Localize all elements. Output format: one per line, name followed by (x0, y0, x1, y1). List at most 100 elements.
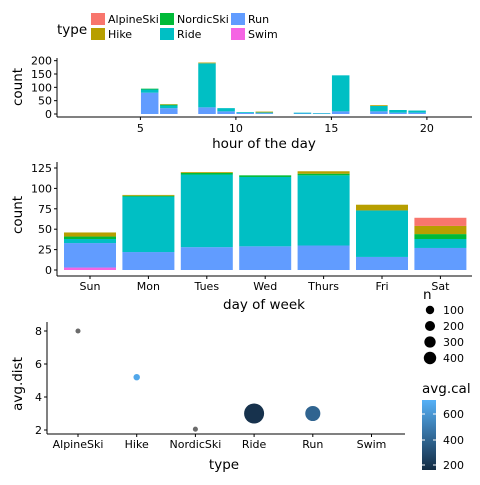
weekday-bar-thurs-ride (297, 175, 350, 246)
hour-x-tick-label: 20 (420, 122, 434, 135)
hour-y-tick-label: 150 (31, 68, 52, 81)
weekday-x-tick-label-sat: Sat (431, 280, 450, 293)
weekday-x-tick-label-thurs: Thurs (307, 280, 339, 293)
hour-bar-10.5-ride (236, 112, 254, 113)
weekday-bar-wed-nordicski (239, 175, 292, 177)
hour-bar-6.5-run (160, 108, 178, 114)
hour-bar-18.5-run (389, 112, 407, 114)
weekday-x-tick-label-mon: Mon (137, 280, 160, 293)
n-legend-circle-100 (425, 305, 435, 315)
weekday-y-tick-label: 25 (38, 244, 52, 257)
hour-bar-9.5-run (217, 111, 235, 114)
hour-bar-9.5-ride (217, 108, 235, 112)
hour-bar-19.5-run (408, 112, 426, 114)
avg-cal-colorbar (422, 400, 436, 470)
weekday-bar-tues-ride (180, 174, 233, 248)
hour-bar-13.5-ride (293, 112, 312, 114)
hour-bar-10.5-run (236, 112, 254, 114)
hour-bar-11.5-hike (255, 111, 274, 113)
hour-x-tick-label: 10 (229, 122, 243, 135)
hour-bar-8.5-hike (198, 62, 216, 64)
weekday-bar-fri-ride (356, 210, 408, 257)
scatter-point-nordicski (192, 426, 198, 432)
weekday-bar-sun-hike (64, 232, 116, 237)
scatter-x-tick-label-ride: Ride (242, 438, 267, 451)
weekday-bar-wed-run (239, 246, 292, 270)
type-legend-title: type (57, 22, 87, 38)
weekday-y-tick-label: 50 (38, 223, 52, 236)
hour-bar-17.5-hike (370, 105, 388, 106)
hour-bar-17.5-run (370, 111, 388, 114)
scatter-ylabel: avg.dist (10, 357, 26, 411)
legend-label-hike: Hike (108, 28, 132, 41)
hour-bar-19.5-ride (408, 110, 426, 113)
weekday-bar-sat-alpineski (414, 217, 467, 226)
hour-y-tick-label: 100 (31, 81, 52, 94)
hour-bar-17.5-ride (370, 106, 388, 112)
n-legend-label-300: 300 (443, 336, 464, 349)
n-legend-circle-300 (424, 336, 436, 348)
weekday-ylabel: count (10, 196, 26, 234)
weekday-bar-fri-run (356, 256, 408, 270)
legend-label-ride: Ride (177, 28, 202, 41)
hour-bar-13.5-run (293, 113, 312, 114)
weekday-bar-mon-hike (122, 194, 175, 196)
weekday-xlabel: day of week (223, 297, 305, 313)
type-legend: type AlpineSki Hike NordicSki Ride Run S… (57, 13, 278, 41)
weekday-y-tick-label: 100 (31, 182, 52, 195)
weekday-bar-sat-ride (414, 238, 467, 248)
hour-bar-18.5-ride (389, 110, 407, 113)
n-legend-label-400: 400 (443, 352, 464, 365)
weekday-x-tick-label-sun: Sun (80, 280, 101, 293)
scatter-point-hike (133, 373, 140, 381)
hour-xlabel: hour of the day (212, 136, 316, 152)
weekday-bar-tues-nordicski (180, 172, 233, 175)
hour-bar-11.5-run (255, 113, 274, 114)
weekday-x-tick-label-fri: Fri (375, 280, 388, 293)
hour-bar-14.5-ride (312, 113, 331, 114)
scatter-y-tick-label: 4 (35, 391, 42, 404)
weekday-bar-sat-run (414, 247, 467, 270)
weekday-bar-fri-hike (356, 204, 408, 211)
hour-bar-15.5-ride (331, 75, 350, 112)
hour-bar-5.5-ride (140, 89, 159, 93)
type-scatter-panel: avg.dist type 2 4 6 8 AlpineSki Hike NordicSki… (10, 322, 405, 473)
hour-y-tick-label: 200 (31, 55, 52, 68)
weekday-x-tick-label-wed: Wed (253, 280, 277, 293)
legend-label-run: Run (248, 13, 269, 26)
scatter-x-tick-label-alpineski: AlpineSki (53, 438, 104, 451)
legend-key-run (231, 13, 245, 25)
weekday-x-tick-label-tues: Tues (194, 280, 220, 293)
scatter-y-tick-label: 2 (35, 424, 42, 437)
weekday-bar-tues-run (180, 247, 233, 270)
weekday-bar-wed-ride (239, 176, 292, 247)
weekday-bar-thurs-nordicski (297, 173, 350, 176)
scatter-x-tick-label-run: Run (302, 438, 323, 451)
avg-cal-label-600: 600 (443, 408, 464, 421)
weekday-y-tick-label: 125 (31, 162, 52, 175)
legend-label-swim: Swim (248, 28, 278, 41)
weekday-bar-sat-nordicski (414, 234, 467, 239)
weekday-bar-thurs-hike (297, 171, 350, 174)
weekday-bar-sun-nordicski (64, 236, 116, 239)
hour-ylabel: count (10, 68, 26, 106)
scatter-x-tick-label-swim: Swim (357, 438, 387, 451)
weekday-y-tick-label: 75 (38, 203, 52, 216)
hour-bar-5.5-nordicski (140, 88, 159, 90)
hour-bar-15.5-run (331, 111, 350, 114)
hour-bar-8.5-run (198, 107, 216, 114)
scatter-point-run (305, 405, 321, 422)
hour-bar-6.5-hike (160, 104, 178, 105)
hour-bar-6.5-ride (160, 105, 178, 109)
n-legend-circle-400 (423, 351, 437, 365)
weekday-bar-mon-ride (122, 196, 175, 253)
legend-key-nordicski (160, 13, 174, 25)
scatter-y-tick-label: 6 (35, 358, 42, 371)
avg-cal-legend-title: avg.cal (422, 381, 471, 397)
legend-key-alpineski (91, 13, 105, 25)
n-legend-label-100: 100 (443, 304, 464, 317)
legend-key-ride (160, 28, 174, 40)
